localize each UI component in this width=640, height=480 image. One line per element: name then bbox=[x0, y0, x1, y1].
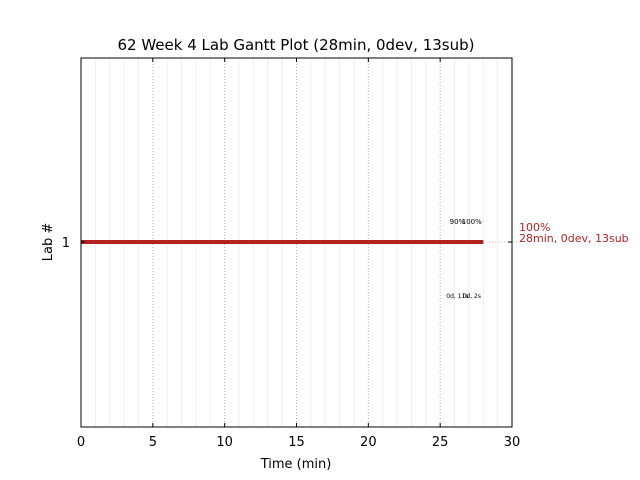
chart-title: 62 Week 4 Lab Gantt Plot (28min, 0dev, 1… bbox=[117, 36, 474, 54]
y-tick-label: 1 bbox=[62, 236, 70, 251]
submission-mark-label: 0d, 11s bbox=[446, 293, 468, 300]
x-tick-label: 0 bbox=[77, 435, 85, 450]
x-tick-label: 25 bbox=[432, 435, 449, 450]
bar-end-label-summary: 28min, 0dev, 13sub bbox=[519, 232, 629, 245]
progress-mark-label: 100% bbox=[462, 218, 482, 226]
y-axis-ticks: 1 bbox=[62, 236, 512, 251]
x-axis-label: Time (min) bbox=[260, 457, 332, 472]
progress-mark-label: 90% bbox=[450, 218, 466, 226]
bar-end-label-percent: 100% bbox=[519, 221, 550, 234]
x-tick-label: 20 bbox=[360, 435, 377, 450]
x-tick-label: 5 bbox=[149, 435, 157, 450]
submission-mark-label: 0d, 2s bbox=[463, 293, 481, 300]
x-tick-label: 10 bbox=[216, 435, 233, 450]
x-tick-label: 15 bbox=[288, 435, 305, 450]
x-tick-label: 30 bbox=[504, 435, 521, 450]
x-axis-ticks: 0 5 10 15 20 25 30 bbox=[77, 58, 520, 450]
y-axis-label: Lab # bbox=[41, 223, 56, 262]
